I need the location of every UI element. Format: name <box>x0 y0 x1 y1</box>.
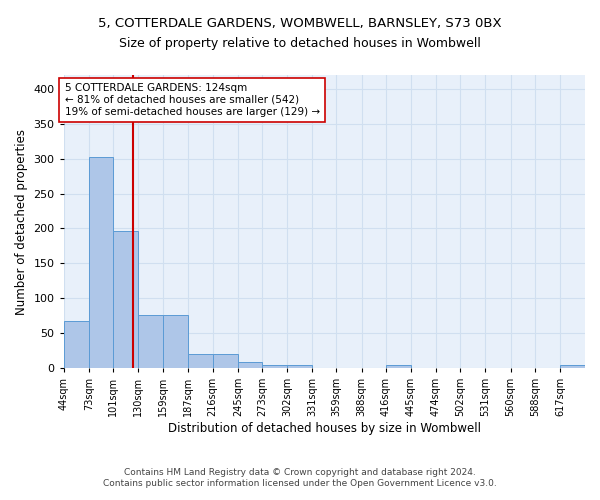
Bar <box>89 156 113 368</box>
X-axis label: Distribution of detached houses by size in Wombwell: Distribution of detached houses by size … <box>168 422 481 435</box>
Bar <box>64 322 89 368</box>
Bar <box>212 354 238 368</box>
Bar <box>560 366 585 368</box>
Text: Size of property relative to detached houses in Wombwell: Size of property relative to detached ho… <box>119 38 481 51</box>
Bar <box>188 354 212 368</box>
Bar <box>113 230 138 368</box>
Bar <box>287 364 312 368</box>
Y-axis label: Number of detached properties: Number of detached properties <box>15 128 28 314</box>
Text: 5 COTTERDALE GARDENS: 124sqm
← 81% of detached houses are smaller (542)
19% of s: 5 COTTERDALE GARDENS: 124sqm ← 81% of de… <box>65 84 320 116</box>
Bar <box>262 364 287 368</box>
Text: 5, COTTERDALE GARDENS, WOMBWELL, BARNSLEY, S73 0BX: 5, COTTERDALE GARDENS, WOMBWELL, BARNSLE… <box>98 18 502 30</box>
Bar <box>138 315 163 368</box>
Bar <box>386 364 411 368</box>
Text: Contains HM Land Registry data © Crown copyright and database right 2024.
Contai: Contains HM Land Registry data © Crown c… <box>103 468 497 487</box>
Bar <box>238 362 262 368</box>
Bar <box>163 315 188 368</box>
